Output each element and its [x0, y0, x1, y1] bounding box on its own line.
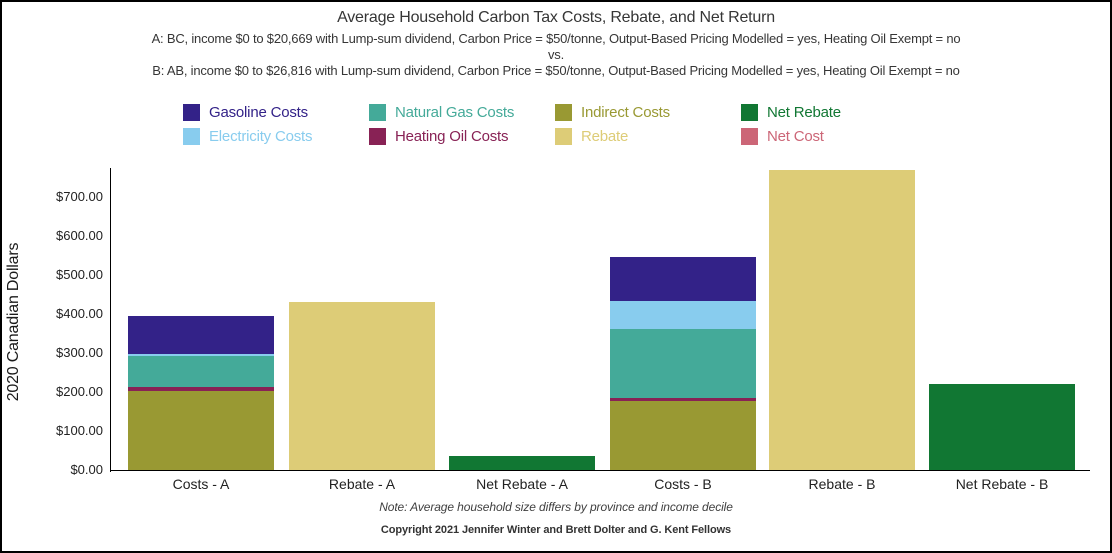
legend-item-gasoline-costs: Gasoline Costs: [183, 103, 369, 121]
x-axis-line: [110, 470, 1090, 471]
legend-swatch-gasoline-costs: [183, 103, 200, 121]
bar-segment-costs-b-gasoline-costs: [610, 257, 756, 301]
x-axis-label-costs-b: Costs - B: [654, 476, 712, 492]
chart-legend: Gasoline Costs Natural Gas Costs Indirect …: [183, 103, 927, 145]
x-axis-label-net-rebate-a: Net Rebate - A: [476, 476, 568, 492]
legend-item-electricity-costs: Electricity Costs: [183, 127, 369, 145]
legend-label-net-rebate: Net Rebate: [767, 103, 841, 121]
bar-segment-costs-b-indirect-costs: [610, 401, 756, 470]
legend-item-indirect-costs: Indirect Costs: [555, 103, 741, 121]
bar-segment-costs-a-indirect-costs: [128, 390, 274, 470]
legend-label-indirect-costs: Indirect Costs: [581, 103, 670, 121]
legend-item-net-rebate: Net Rebate: [741, 103, 927, 121]
chart-copyright: Copyright 2021 Jennifer Winter and Brett…: [380, 524, 732, 536]
bar-segment-costs-a-electricity-costs: [128, 353, 274, 357]
x-axis-label-costs-a: Costs - A: [172, 476, 230, 492]
bar-segment-net-rebate-b-net-rebate: [929, 384, 1075, 470]
y-tick-label-400: $400.00: [56, 306, 103, 321]
y-tick-label-700: $700.00: [56, 189, 103, 204]
y-tick-label-0: $0.00: [70, 462, 103, 477]
legend-swatch-heating-oil-costs: [369, 127, 386, 145]
bar-segment-costs-a-heating-oil-costs: [128, 387, 274, 391]
subtitle-scenario-a: A: BC, income $0 to $20,669 with Lump-su…: [151, 31, 961, 46]
bar-segment-costs-b-natural-gas-costs: [610, 329, 756, 398]
legend-label-electricity-costs: Electricity Costs: [209, 127, 313, 145]
legend-label-rebate: Rebate: [581, 127, 629, 145]
bar-segment-rebate-b-rebate: [769, 170, 915, 470]
legend-swatch-rebate: [555, 127, 572, 145]
subtitle-vs: vs.: [547, 47, 564, 62]
bar-segment-costs-a-gasoline-costs: [128, 315, 274, 354]
legend-swatch-net-rebate: [741, 103, 758, 121]
legend-swatch-indirect-costs: [555, 103, 572, 121]
bar-segment-net-rebate-a-net-rebate: [449, 455, 595, 470]
legend-label-natural-gas-costs: Natural Gas Costs: [395, 103, 515, 121]
y-axis-line: [110, 168, 111, 472]
legend-item-natural-gas-costs: Natural Gas Costs: [369, 103, 555, 121]
y-tick-label-600: $600.00: [56, 228, 103, 243]
bar-segment-rebate-a-rebate: [289, 301, 435, 470]
x-axis-label-rebate-a: Rebate - A: [328, 476, 396, 492]
bar-segment-costs-b-electricity-costs: [610, 300, 756, 330]
y-tick-label-300: $300.00: [56, 345, 103, 360]
x-axis-label-net-rebate-b: Net Rebate - B: [955, 476, 1049, 492]
legend-swatch-natural-gas-costs: [369, 103, 386, 121]
legend-swatch-net-cost: [741, 127, 758, 145]
subtitle-scenario-b: B: AB, income $0 to $26,816 with Lump-su…: [152, 63, 960, 78]
chart-title: Average Household Carbon Tax Costs, Reba…: [337, 9, 775, 26]
y-tick-label-100: $100.00: [56, 423, 103, 438]
legend-label-net-cost: Net Cost: [767, 127, 824, 145]
y-tick-label-200: $200.00: [56, 384, 103, 399]
legend-item-rebate: Rebate: [555, 127, 741, 145]
legend-item-heating-oil-costs: Heating Oil Costs: [369, 127, 555, 145]
legend-item-net-cost: Net Cost: [741, 127, 927, 145]
y-tick-label-500: $500.00: [56, 267, 103, 282]
bar-segment-costs-b-heating-oil-costs: [610, 397, 756, 402]
legend-label-gasoline-costs: Gasoline Costs: [209, 103, 308, 121]
chart-footnote: Note: Average household size differs by …: [379, 500, 733, 514]
legend-label-heating-oil-costs: Heating Oil Costs: [395, 127, 509, 145]
legend-swatch-electricity-costs: [183, 127, 200, 145]
chart-subtitle: A: BC, income $0 to $20,669 with Lump-su…: [0, 31, 1112, 79]
bar-segment-costs-a-natural-gas-costs: [128, 356, 274, 388]
y-axis-title: 2020 Canadian Dollars: [5, 242, 22, 402]
x-axis-label-rebate-b: Rebate - B: [808, 476, 876, 492]
